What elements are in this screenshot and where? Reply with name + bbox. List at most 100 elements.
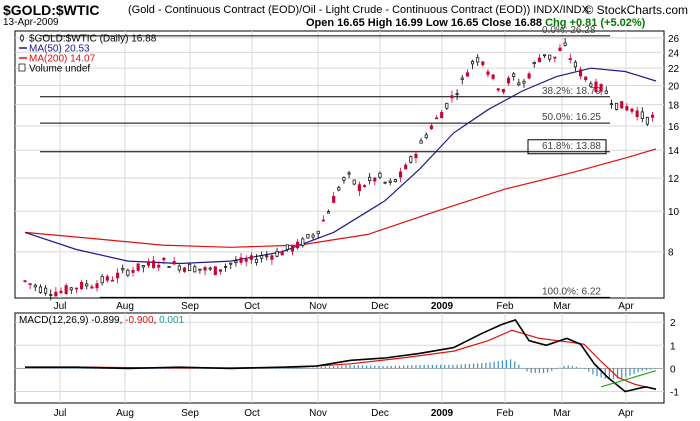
macd-histogram-bar — [654, 368, 656, 369]
macd-trendline — [600, 370, 657, 388]
macd-histogram-bar — [77, 368, 80, 369]
candlestick — [213, 266, 217, 276]
macd-histogram-bar — [151, 368, 154, 369]
candlestick-body — [306, 234, 310, 239]
macd-histogram-bar — [456, 364, 458, 369]
candlestick — [357, 181, 361, 197]
candlestick — [645, 116, 649, 126]
candlestick — [239, 253, 243, 265]
candlestick-body — [434, 117, 439, 120]
candlestick-body — [254, 258, 259, 263]
candlestick-body — [126, 269, 130, 276]
macd-y-tick-label: 0 — [670, 364, 676, 375]
candlestick — [172, 256, 176, 265]
candlestick-body — [491, 74, 495, 79]
candlestick-body — [74, 287, 78, 290]
price-x-tick-label: Dec — [371, 301, 389, 312]
candlestick-body — [208, 267, 212, 270]
candlestick — [584, 76, 588, 83]
macd-histogram-bar — [349, 364, 351, 369]
macd-y-tick-label: 2 — [670, 318, 676, 329]
macd-histogram-bar — [333, 366, 335, 369]
candlestick — [470, 59, 475, 70]
candlestick-body — [558, 47, 562, 51]
candlestick — [486, 69, 490, 78]
candlestick-body — [594, 81, 598, 93]
candlestick — [33, 283, 37, 292]
candlestick — [260, 251, 264, 263]
macd-histogram-bar — [555, 368, 557, 370]
candlestick — [630, 108, 634, 115]
ohlc-values: Open 16.65 High 16.99 Low 16.65 Close 16… — [306, 17, 543, 29]
macd-histogram-bar — [522, 368, 524, 369]
macd-x-tick-label: Mar — [553, 408, 571, 419]
macd-histogram-bar — [575, 366, 578, 369]
macd-x-tick-label: Dec — [371, 408, 389, 419]
candlestick-body — [445, 102, 449, 109]
macd-histogram-bar — [86, 368, 88, 369]
macd-histogram-bar — [267, 368, 269, 369]
candlestick-body — [579, 69, 583, 77]
macd-histogram-bar — [316, 367, 318, 369]
candlestick-body — [620, 101, 624, 109]
macd-x-tick-label: Sep — [181, 408, 199, 419]
macd-histogram-bar — [448, 364, 450, 369]
macd-histogram-bar — [641, 368, 643, 371]
legend-volume: Volume undef — [29, 64, 90, 75]
candlestick — [136, 263, 140, 273]
macd-histogram-bar — [263, 368, 265, 369]
candlestick — [254, 254, 259, 266]
candlestick — [352, 179, 356, 186]
candlestick-body — [609, 103, 613, 105]
candlestick — [609, 99, 613, 109]
macd-histogram-bar — [547, 368, 549, 373]
macd-histogram-bar — [584, 368, 586, 369]
candlestick-body — [296, 241, 300, 249]
legend-ma50: MA(50) 20.53 — [29, 44, 90, 55]
macd-histogram-bar — [320, 366, 322, 369]
chart-date: 13-Apr-2009 — [3, 17, 59, 28]
price-x-tick-label: Jul — [54, 301, 67, 312]
candlestick-body — [213, 266, 217, 276]
candlestick-body — [625, 106, 629, 111]
candlestick-body — [100, 275, 104, 284]
macd-histogram-bar — [382, 366, 384, 369]
macd-histogram-bar — [374, 365, 376, 369]
macd-title: MACD(12,26,9) -0.899, -0.900, 0.001 — [19, 315, 185, 326]
macd-histogram-bar — [407, 365, 409, 369]
macd-histogram-bar — [431, 364, 434, 369]
macd-histogram-bar — [283, 368, 285, 369]
candlestick — [49, 289, 53, 301]
candlestick — [445, 102, 449, 110]
candlestick-body — [157, 264, 161, 268]
candlestick-body — [470, 60, 475, 65]
candlestick-body — [69, 287, 73, 291]
candlestick-body — [486, 71, 490, 75]
candlestick-body — [440, 112, 444, 119]
candlestick-body — [146, 261, 151, 266]
macd-histogram-bar — [530, 368, 532, 373]
candlestick — [635, 107, 639, 121]
candlestick-body — [172, 261, 176, 265]
candlestick-body — [64, 285, 68, 294]
legend-main-swatch-body — [20, 35, 24, 41]
candlestick — [563, 38, 567, 47]
symbol-title: $GOLD:$WTIC — [3, 2, 100, 18]
candlestick — [229, 262, 233, 270]
macd-histogram-bar — [184, 368, 187, 369]
candlestick — [28, 283, 32, 290]
candlestick-body — [244, 259, 248, 262]
candlestick — [301, 237, 305, 248]
candlestick — [85, 279, 89, 290]
macd-histogram-bar — [69, 368, 71, 369]
candlestick — [126, 268, 130, 278]
candlestick-body — [465, 72, 469, 77]
candlestick — [620, 101, 624, 109]
macd-histogram-bar — [509, 359, 512, 369]
candlestick-body — [604, 90, 608, 94]
candlestick — [131, 266, 135, 277]
macd-histogram-bar — [279, 368, 281, 369]
macd-histogram-bar — [419, 364, 421, 369]
candlestick-body — [362, 185, 367, 188]
